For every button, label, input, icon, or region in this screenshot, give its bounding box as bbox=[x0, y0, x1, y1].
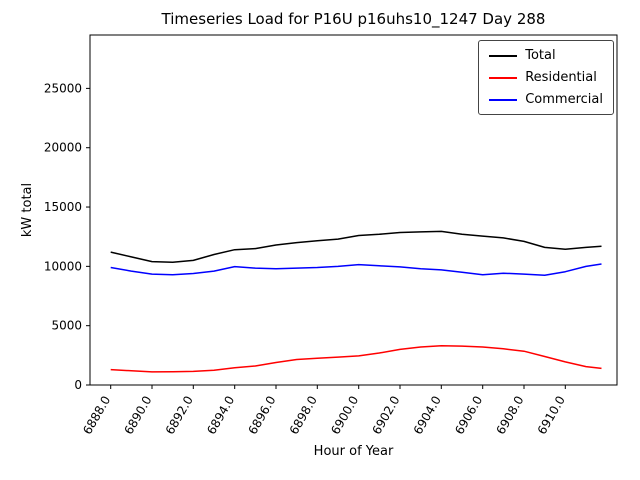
svg-text:6890.0: 6890.0 bbox=[121, 394, 154, 437]
svg-text:20000: 20000 bbox=[44, 141, 82, 155]
svg-text:25000: 25000 bbox=[44, 81, 82, 95]
svg-text:6906.0: 6906.0 bbox=[452, 394, 485, 437]
legend-item-commercial: Commercial bbox=[489, 92, 603, 107]
total-line-swatch bbox=[489, 54, 518, 57]
svg-text:5000: 5000 bbox=[51, 319, 82, 333]
svg-text:6894.0: 6894.0 bbox=[204, 394, 237, 437]
svg-text:6904.0: 6904.0 bbox=[411, 394, 444, 437]
svg-text:10000: 10000 bbox=[44, 259, 82, 273]
svg-text:0: 0 bbox=[74, 378, 82, 392]
legend-label-total: Total bbox=[525, 48, 556, 63]
svg-text:15000: 15000 bbox=[44, 200, 82, 214]
svg-text:6896.0: 6896.0 bbox=[245, 394, 278, 437]
legend-item-residential: Residential bbox=[489, 70, 603, 85]
legend-item-total: Total bbox=[489, 48, 603, 63]
svg-text:6892.0: 6892.0 bbox=[163, 394, 196, 437]
commercial-line-swatch bbox=[489, 98, 518, 101]
svg-text:6900.0: 6900.0 bbox=[328, 394, 361, 437]
svg-text:6908.0: 6908.0 bbox=[493, 394, 526, 437]
svg-text:6902.0: 6902.0 bbox=[369, 394, 402, 437]
x-axis-label: Hour of Year bbox=[313, 444, 394, 459]
legend-label-commercial: Commercial bbox=[525, 92, 603, 107]
legend-label-residential: Residential bbox=[525, 70, 597, 85]
chart-title: Timeseries Load for P16U p16uhs10_1247 D… bbox=[161, 10, 546, 28]
legend: Total Residential Commercial bbox=[478, 40, 614, 115]
svg-text:6888.0: 6888.0 bbox=[80, 394, 113, 437]
svg-text:6910.0: 6910.0 bbox=[535, 394, 568, 437]
residential-line-swatch bbox=[489, 76, 518, 79]
svg-text:6898.0: 6898.0 bbox=[287, 394, 320, 437]
